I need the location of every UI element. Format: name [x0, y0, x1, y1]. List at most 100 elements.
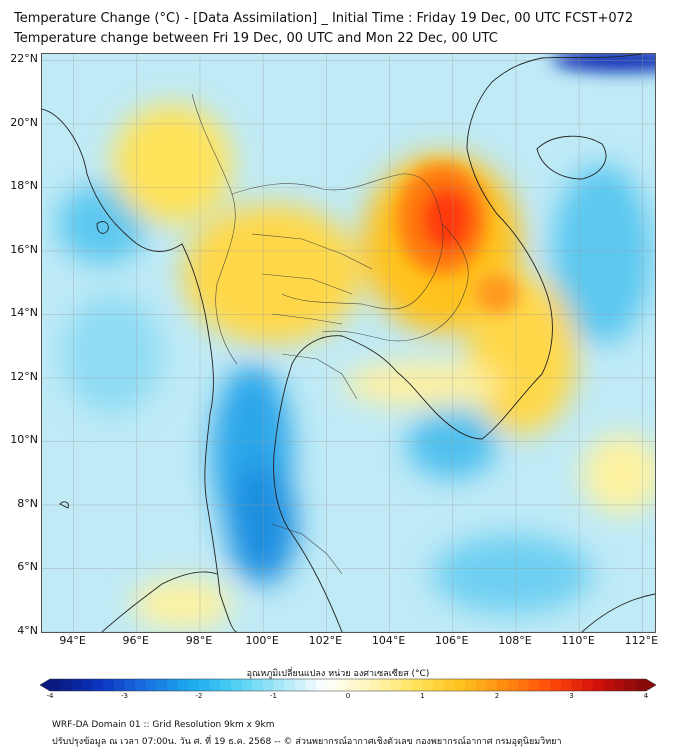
peninsula-east-coast: [273, 54, 643, 632]
colorbar-tick-label: 4: [643, 692, 649, 700]
map-gridlines: [42, 54, 655, 632]
colorbar-bin: [326, 679, 338, 691]
colorbar-bin: [507, 679, 519, 691]
cool-anomaly-west: [57, 184, 147, 264]
colorbar-bin: [635, 679, 647, 691]
colorbar-bin: [443, 679, 455, 691]
colorbar-bin: [220, 679, 232, 691]
latitude-label: 10°N: [10, 433, 38, 447]
colorbar-bin: [92, 679, 104, 691]
colorbar-bin: [230, 679, 243, 691]
latitude-label: 18°N: [10, 179, 38, 193]
colorbar-bin: [475, 679, 487, 691]
colorbar-tick-label: -1: [270, 692, 277, 700]
colorbar-bin: [145, 679, 157, 691]
colorbar-bin: [560, 679, 572, 691]
latitude-label: 8°N: [17, 496, 38, 510]
colorbar-tick-label: -4: [46, 692, 54, 700]
colorbar-bin: [337, 679, 349, 691]
colorbar-bin: [390, 679, 402, 691]
colorbar-bin: [241, 679, 253, 691]
border-segment: [271, 523, 343, 575]
longitude-label: 104°E: [371, 634, 406, 647]
colorbar-max-extend: [646, 679, 656, 691]
border-segment: [321, 223, 469, 342]
colorbar-bin: [454, 679, 466, 691]
colorbar-bin: [582, 679, 594, 691]
cool-anomaly-delta: [407, 409, 497, 479]
colorbar-bin: [113, 679, 125, 691]
colorbar-bin: [124, 679, 136, 691]
cold-anomaly-peninsula: [227, 464, 297, 584]
warm-anomaly-north-myanmar: [112, 104, 232, 224]
cool-anomaly-andaman: [62, 294, 162, 414]
very-hot-anomaly-laos: [422, 187, 472, 251]
borneo-coast: [581, 593, 655, 632]
longitude-label: 110°E: [561, 634, 595, 647]
border-segment: [231, 173, 444, 310]
colorbar-tick-label: -2: [195, 692, 203, 700]
colorbar-bin: [273, 679, 285, 691]
colorbar-bin: [401, 679, 413, 691]
colorbar-tick-label: -3: [121, 692, 128, 700]
colorbar-tick-label: 1: [420, 692, 425, 700]
colorbar-bin: [614, 679, 626, 691]
colorbar-min-extend: [40, 679, 50, 691]
mainland-coastline: [42, 108, 238, 632]
colorbar-bin: [188, 679, 200, 691]
colorbar-bin: [528, 679, 541, 691]
colorbar-tick-label: 2: [494, 692, 500, 700]
map-panel: [41, 53, 656, 633]
colorbar-tick-label: 3: [569, 692, 574, 700]
cool-anomaly-south: [432, 534, 592, 614]
latitude-label: 4°N: [17, 624, 38, 637]
colorbar-bin: [486, 679, 498, 691]
colorbar-bin: [571, 679, 583, 691]
colorbar-bin: [518, 679, 530, 691]
latitude-label: 16°N: [10, 242, 38, 256]
colorbar-bin: [135, 679, 147, 691]
warm-anomaly-se: [582, 434, 655, 514]
colorbar-bin: [262, 679, 274, 691]
colorbar-bin: [539, 679, 551, 691]
colorbar-bin: [81, 679, 94, 691]
colorbar-bin: [305, 679, 317, 691]
colorbar-bin: [316, 679, 328, 691]
colorbar: [40, 678, 656, 692]
map-subtitle: Temperature change between Fri 19 Dec, 0…: [14, 31, 498, 46]
warm-anomaly-sw: [132, 579, 232, 629]
colorbar-outline: [40, 678, 656, 692]
colorbar-bin: [284, 679, 296, 691]
update-credit: ปรับปรุงข้อมูล ณ เวลา 07:00น. วัน ศ. ที่…: [52, 737, 562, 747]
longitude-label: 98°E: [185, 634, 213, 647]
very-cold-anomaly-north: [552, 54, 655, 72]
colorbar-bin: [156, 679, 168, 691]
colorbar-bin: [209, 679, 221, 691]
colorbar-bin: [167, 679, 179, 691]
cool-anomaly-east: [552, 164, 652, 344]
colorbar-bin: [50, 679, 62, 691]
temperature-change-map: [42, 54, 655, 632]
colorbar-bin: [252, 679, 264, 691]
warm-anomaly-vietnam: [467, 274, 577, 434]
sumatra-coast: [101, 571, 218, 632]
colorbar-bin: [103, 679, 115, 691]
latitude-label: 14°N: [10, 306, 38, 320]
coastline-islands-west: [59, 221, 109, 509]
colorbar-bin: [199, 679, 211, 691]
colorbar-bin: [177, 679, 189, 691]
longitude-label: 102°E: [308, 634, 343, 647]
colorbar-bin: [379, 679, 392, 691]
latitude-label: 20°N: [10, 115, 38, 129]
model-info: WRF-DA Domain 01 :: Grid Resolution 9km …: [52, 720, 275, 730]
longitude-label: 106°E: [435, 634, 469, 647]
latitude-label: 6°N: [17, 560, 38, 574]
colorbar-bin: [592, 679, 604, 691]
colorbar-bin: [624, 679, 636, 691]
colorbar-bin: [348, 679, 360, 691]
longitude-label: 108°E: [498, 634, 532, 647]
colorbar-bin: [411, 679, 423, 691]
colorbar-bin: [294, 679, 306, 691]
warm-anomaly-gulf-coast: [342, 362, 502, 406]
colorbar-bin: [497, 679, 509, 691]
